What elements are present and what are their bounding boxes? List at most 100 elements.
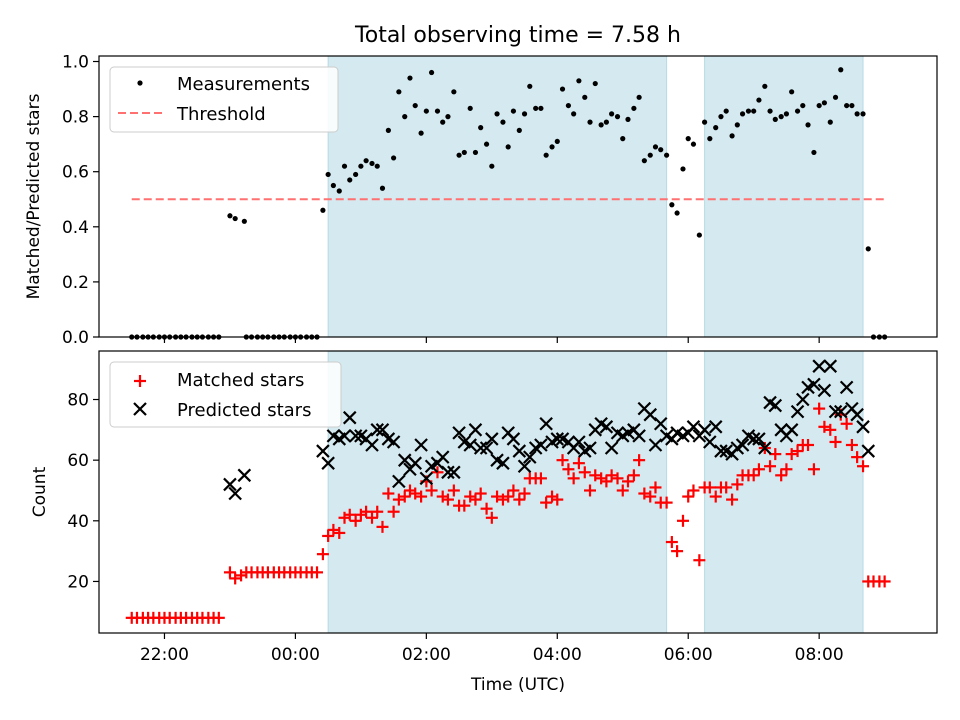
matched-star-point [775,469,788,482]
measurement-point [554,138,560,145]
measurement-point [363,158,369,164]
measurement-point [489,163,495,169]
matched-star-point [682,490,695,503]
matched-star-point [752,463,765,476]
measurement-point [800,102,806,109]
predicted-star-point [735,438,750,452]
x-tick-label: 06:00 [664,645,713,665]
measurement-point [559,86,566,92]
y-tick-label: 20 [67,572,89,592]
measurement-point [587,119,593,125]
measurement-point [358,163,364,169]
measurement-point [614,114,621,120]
x-tick-label: 04:00 [533,645,582,665]
measurement-point [402,114,408,120]
predicted-star-point [441,465,455,480]
measurement-point [713,125,719,131]
measurement-point [844,102,850,109]
measurement-point [500,119,506,125]
measurement-point [407,75,413,81]
matched-star-point [572,457,585,470]
predicted-star-point [506,432,521,446]
predicted-star-point [370,423,385,437]
matched-star-point [878,575,891,588]
y-tick-label: 0.0 [62,328,89,348]
measurement-point [669,202,675,208]
predicted-star-point [746,432,761,446]
predicted-star-point [223,477,237,492]
matched-star-point [660,496,673,509]
shaded-interval-1 [327,55,668,338]
matched-star-point [480,502,493,515]
measurement-point [734,122,740,128]
matched-star-point [567,472,580,485]
matched-star-point [720,481,733,494]
measurement-point [598,122,604,128]
measurement-point [565,102,572,109]
matched-star-point [371,505,384,518]
matched-star-point [474,487,487,500]
matched-star-point [311,566,324,579]
predicted-star-point [768,398,783,413]
predicted-star-point [796,392,810,407]
matched-star-point [709,490,722,503]
measurement-point [227,213,233,219]
matched-star-point [747,469,760,482]
predicted-star-point [463,438,477,452]
predicted-star-point [703,435,717,449]
measurement-point [423,108,429,114]
measurement-point [620,136,626,142]
measurement-point [631,105,637,111]
measurement-point [456,152,462,158]
matched-star-point [322,529,335,542]
measurement-point [510,108,517,114]
matched-star-point [791,445,804,458]
measurement-point [582,94,588,100]
matched-star-point [633,454,646,467]
y-tick-label: 60 [67,451,89,471]
predicted-star-point [833,404,848,419]
measurement-point [440,119,446,125]
measurement-point [832,94,839,100]
top-axes-frame [98,55,938,338]
predicted-star-point [823,359,838,373]
predicted-star-point [686,420,701,434]
measurement-point [353,171,359,178]
measurement-point [865,246,871,252]
legend-threshold-label: Threshold [176,104,266,125]
predicted-star-point [539,416,553,431]
matched-star-point [223,566,236,579]
measurement-point [549,144,555,150]
predicted-star-points [223,359,876,501]
bottom-x-ticks: 22:00 00:00 02:00 04:00 06:00 08:00 [140,633,844,665]
measurement-point [701,119,708,125]
predicted-star-point [479,441,494,455]
predicted-star-point [408,456,422,470]
matched-star-point [366,511,379,524]
matched-star-point [845,439,858,451]
measurement-point [461,149,467,156]
matched-star-point [425,484,438,497]
top-panel: 0.0 0.2 0.4 0.6 0.8 1.0 Matched/Predicted sta… [24,53,938,348]
measurement-point [751,108,757,114]
matched-star-point [644,490,657,503]
measurement-point [330,182,336,189]
matched-star-point [333,526,346,539]
shaded-intervals [327,55,864,338]
y-tick-label: 0.4 [62,218,89,238]
predicted-star-point [817,383,832,398]
measurement-point [341,163,348,169]
predicted-star-point [419,471,434,486]
legend-predicted-marker [133,402,147,416]
measurement-point [789,89,795,95]
matched-star-point [780,463,793,476]
predicted-star-point [758,441,772,455]
matched-star-point [415,490,428,503]
measurement-point [494,111,500,117]
matched-star-point [382,487,395,500]
predicted-star-point [375,423,390,437]
legend-matched-label: Matched stars [177,370,304,391]
predicted-star-point [496,456,510,470]
predicted-star-point [784,423,799,437]
